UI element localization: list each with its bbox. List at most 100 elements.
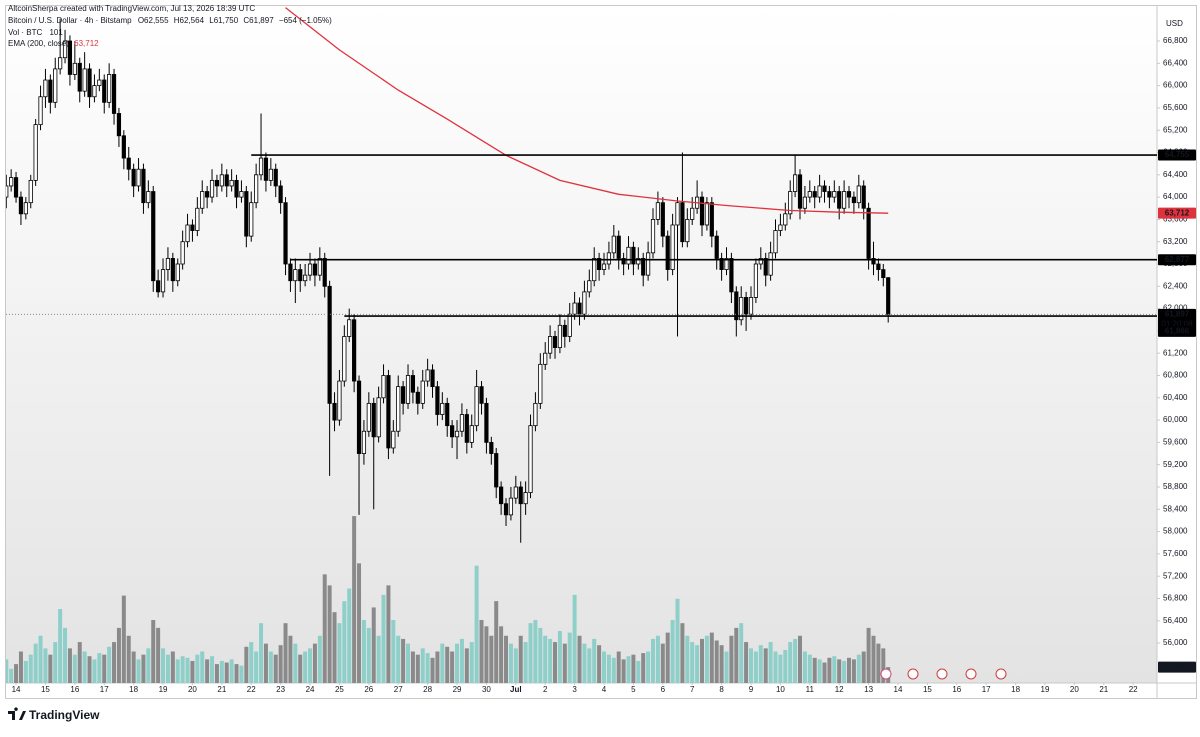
volume-bar (259, 623, 264, 683)
candle-body (474, 386, 479, 427)
volume-bar (229, 659, 234, 683)
volume-bar (43, 648, 48, 683)
candle-body (97, 79, 102, 87)
candle-body (621, 258, 626, 265)
candle-body (523, 492, 528, 505)
volume-bar (214, 664, 219, 683)
volume-bar (881, 648, 886, 683)
volume-bar (802, 651, 807, 683)
event-icon (965, 668, 977, 680)
volume-bar (587, 648, 592, 683)
candle-body (92, 85, 97, 98)
x-tick-label: 18 (129, 685, 138, 694)
candle-body (837, 191, 842, 209)
volume-bar (254, 651, 259, 683)
volume-bar (327, 585, 332, 683)
x-tick-label: 7 (690, 685, 695, 694)
y-tick-label: 57,600 (1163, 549, 1188, 558)
candle-body (410, 375, 416, 393)
x-tick-label: 16 (70, 685, 79, 694)
legend-open: O62,555 (138, 16, 169, 25)
candle-body (435, 386, 440, 415)
volume-bar (136, 659, 141, 683)
volume-bar (87, 656, 92, 683)
volume-bar (38, 635, 43, 683)
candle-body (817, 185, 822, 198)
candle-body (307, 263, 313, 276)
volume-bar (783, 649, 788, 683)
volume-bar (464, 648, 469, 683)
candle-body (646, 252, 651, 276)
candle-body (160, 269, 166, 293)
volume-bar (72, 654, 77, 683)
volume-bar (807, 654, 812, 683)
volume-bar (175, 659, 180, 683)
volume-bar (719, 645, 724, 683)
candle-body (371, 402, 376, 438)
volume-bar (14, 664, 19, 683)
candle-body (405, 375, 411, 404)
candle-body (881, 269, 886, 279)
level-price-box (1158, 149, 1196, 161)
candle-body (503, 503, 509, 516)
volume-bar (651, 638, 656, 683)
volume-bar (322, 574, 327, 683)
volume-bar (562, 643, 567, 683)
candle-body (146, 191, 151, 204)
candle-body (704, 202, 710, 226)
volume-bar (866, 627, 871, 683)
y-tick-label: 58,400 (1163, 504, 1188, 513)
candle-body (175, 263, 180, 282)
volume-bar (597, 645, 602, 683)
volume-bar (366, 627, 371, 683)
volume-bar (116, 627, 121, 683)
legend-volume: Vol · BTC 101 (8, 28, 63, 37)
candle-body (356, 380, 362, 454)
candle-body (557, 324, 563, 349)
x-tick-label: 13 (864, 685, 873, 694)
candle-body (209, 179, 215, 198)
candle-body (298, 269, 303, 282)
candle-body (454, 430, 460, 438)
x-tick-label: 4 (602, 685, 607, 694)
volume-bar (9, 668, 14, 683)
volume-bar (680, 623, 685, 683)
volume-bar (435, 651, 440, 683)
candle-body (714, 235, 719, 259)
volume-bar (714, 640, 719, 683)
candle-body (293, 269, 298, 282)
volume-bar (18, 651, 23, 683)
volume-bar (126, 635, 131, 683)
candle-body (773, 230, 778, 254)
volume-bar (479, 620, 484, 683)
candle-body (734, 291, 739, 321)
volume-bar (670, 620, 675, 683)
volume-bar (499, 626, 504, 683)
candle-body (151, 191, 156, 282)
volume-bar (63, 627, 68, 683)
volume-bar (533, 620, 538, 683)
candle-body (180, 241, 185, 265)
volume-bar (709, 632, 714, 683)
candle-body (552, 336, 558, 349)
volume-bar (763, 648, 768, 683)
volume-bar (528, 623, 533, 683)
volume-bar (459, 638, 464, 683)
candle-body (386, 375, 391, 449)
candle-body (729, 258, 734, 293)
candle-body (851, 196, 857, 204)
candle-body (244, 191, 249, 237)
candle-body (263, 157, 269, 181)
candle-body (763, 258, 768, 276)
y-tick-label: 64,400 (1163, 170, 1188, 179)
candle-body (479, 386, 484, 404)
volume-bar (455, 643, 460, 683)
candle-body (464, 414, 469, 443)
legend-close: C61,897 (243, 16, 274, 25)
candle-body (709, 202, 714, 237)
candle-body (136, 168, 141, 187)
volume-bar (371, 607, 376, 683)
volume-bar (401, 638, 406, 683)
candle-body (425, 369, 430, 382)
y-tick-label: 62,000 (1163, 304, 1188, 313)
